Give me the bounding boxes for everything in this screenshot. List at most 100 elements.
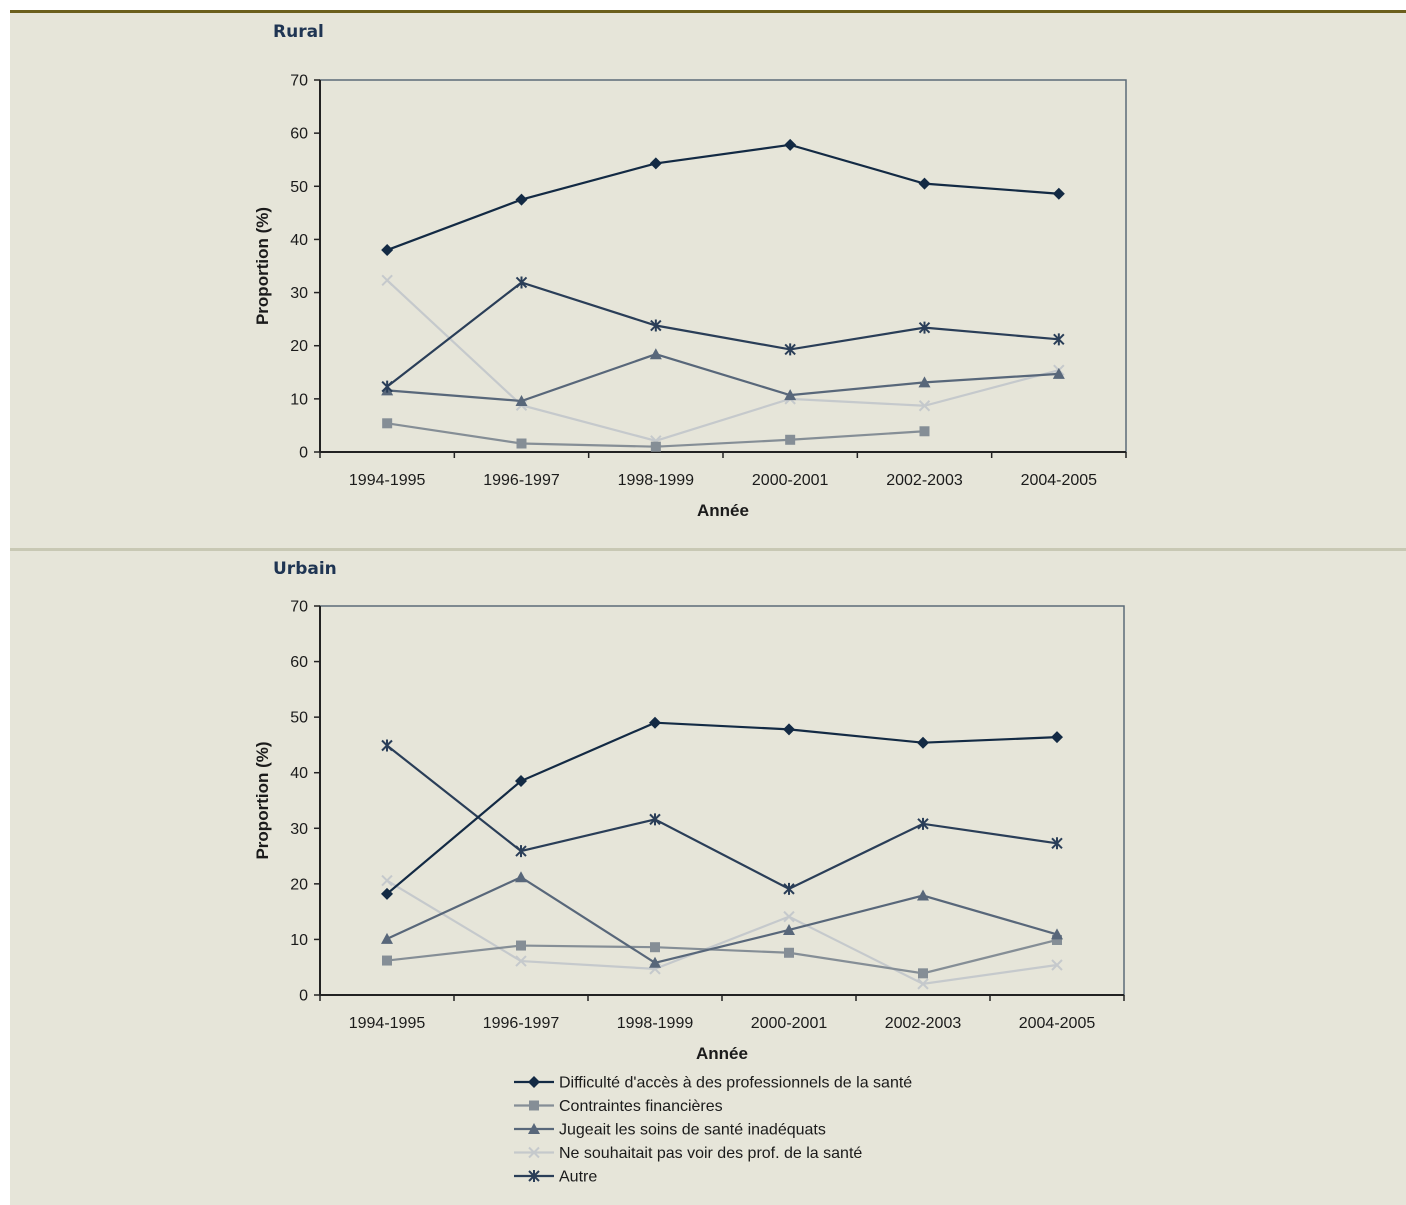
rural-series-contraintes xyxy=(382,418,930,452)
legend-marker-contraintes xyxy=(529,1100,539,1111)
rural-x-tick-label: 2004-2005 xyxy=(1021,472,1098,489)
rural-y-tick-label: 20 xyxy=(290,338,308,355)
urbain-series-autre xyxy=(381,739,1063,895)
rural-line-autre xyxy=(386,281,1059,388)
top-rule xyxy=(10,10,1406,13)
rural-point-jugeait xyxy=(784,389,797,401)
legend-item: Ne souhaitait pas voir des prof. de la s… xyxy=(514,1145,862,1162)
urbain-point-autre xyxy=(1051,837,1063,850)
rural-point-contraintes xyxy=(785,434,796,445)
rural-plot-area xyxy=(319,79,1127,453)
rural-x-tick-label: 1996-1997 xyxy=(483,472,560,489)
urbain-point-contraintes xyxy=(1052,934,1062,945)
legend-item: Difficulté d'accès à des professionnels … xyxy=(514,1075,912,1092)
rural-y-tick-label: 50 xyxy=(290,179,308,196)
urbain-series-ne-souhaitait xyxy=(381,874,1063,990)
urbain-point-difficulte xyxy=(917,736,929,749)
rural-series-autre xyxy=(381,276,1065,393)
rural-y-tick-label: 60 xyxy=(290,126,308,143)
legend-label: Ne souhaitait pas voir des prof. de la s… xyxy=(559,1145,862,1162)
urbain-y-tick-label: 0 xyxy=(299,988,308,1005)
urbain-point-contraintes xyxy=(382,955,392,966)
rural-point-jugeait xyxy=(918,376,931,388)
urbain-line-ne-souhaitait xyxy=(386,879,1058,986)
urbain-y-tick-label: 70 xyxy=(290,599,308,616)
rural-point-autre xyxy=(515,276,528,289)
legend-label: Difficulté d'accès à des professionnels … xyxy=(559,1075,912,1092)
urbain-point-jugeait xyxy=(515,871,527,883)
urbain-point-autre xyxy=(381,739,393,752)
urbain-line-jugeait xyxy=(386,875,1058,964)
urbain-x-axis-title: Année xyxy=(696,1044,748,1063)
rural-line-ne-souhaitait xyxy=(386,279,1060,442)
legend-marker-autre xyxy=(528,1170,540,1182)
legend-label: Autre xyxy=(559,1169,597,1186)
rural-point-autre xyxy=(918,321,931,334)
rural-y-tick-label: 40 xyxy=(290,232,308,249)
urbain-point-ne-souhaitait xyxy=(783,910,795,923)
rural-series-difficulte xyxy=(381,138,1065,257)
rural-x-tick-label: 1994-1995 xyxy=(349,472,426,489)
urbain-point-jugeait xyxy=(917,889,929,901)
rural-point-contraintes xyxy=(650,441,661,452)
legend-item: Contraintes financières xyxy=(514,1098,723,1115)
urbain-point-contraintes xyxy=(918,968,928,979)
rural-y-axis-title: Proportion (%) xyxy=(253,207,272,325)
urbain-point-ne-souhaitait xyxy=(381,874,393,887)
rural-x-tick-label: 2000-2001 xyxy=(752,472,829,489)
urbain-point-difficulte xyxy=(1051,731,1063,744)
urbain-line-autre xyxy=(386,744,1058,891)
urbain-series-contraintes xyxy=(382,934,1062,979)
urbain-point-difficulte xyxy=(381,887,393,900)
urbain-line-contraintes xyxy=(386,938,1058,975)
urbain-point-autre xyxy=(917,817,929,830)
rural-point-autre xyxy=(650,319,662,332)
urbain-x-tick-label: 1998-1999 xyxy=(617,1015,694,1032)
rural-point-ne-souhaitait xyxy=(918,400,931,412)
rural-point-difficulte xyxy=(381,244,394,257)
rural-point-difficulte xyxy=(515,193,528,206)
urbain-y-tick-label: 40 xyxy=(290,765,308,782)
urbain-point-jugeait xyxy=(783,923,795,935)
rural-y-tick-label: 30 xyxy=(290,285,308,302)
rural-series-jugeait xyxy=(381,348,1065,406)
rural-point-autre xyxy=(381,380,393,393)
panel-divider xyxy=(10,548,1406,551)
rural-x-axis-title: Année xyxy=(697,501,749,520)
urbain-point-contraintes xyxy=(650,942,660,953)
rural-point-difficulte xyxy=(784,138,797,151)
rural-x-tick-label: 1998-1999 xyxy=(618,472,695,489)
rural-y-tick-label: 70 xyxy=(290,73,308,90)
urbain-plot-area xyxy=(319,605,1125,996)
legend: Difficulté d'accès à des professionnels … xyxy=(514,1075,912,1186)
rural-point-autre xyxy=(1053,333,1065,346)
urbain-y-tick-label: 20 xyxy=(290,876,308,893)
urbain-x-tick-label: 1994-1995 xyxy=(349,1015,426,1032)
rural-line-jugeait xyxy=(387,353,1059,403)
urbain-y-tick-label: 50 xyxy=(290,710,308,727)
urbain-point-difficulte xyxy=(515,775,527,788)
rural-point-ne-souhaitait xyxy=(381,274,393,287)
legend-item: Autre xyxy=(514,1169,597,1186)
rural-point-contraintes xyxy=(382,418,393,429)
rural-series-ne-souhaitait xyxy=(381,274,1065,447)
rural-point-jugeait xyxy=(515,394,528,406)
urbain-line-chart: 0 10 20 30 40 50 60 70 1994-1995 1996-1997 1998-19… xyxy=(253,599,1125,1063)
urbain-panel-title: Urbain xyxy=(273,559,337,579)
urbain-x-tick-label: 2000-2001 xyxy=(751,1015,828,1032)
rural-line-difficulte xyxy=(386,143,1059,252)
rural-line-chart: 0 10 20 30 40 50 60 70 1994-1995 1996-1997 1998-19… xyxy=(253,73,1127,520)
figure-panel: Rural Urbain xyxy=(10,10,1406,1205)
urbain-point-difficulte xyxy=(649,716,661,729)
rural-panel-title: Rural xyxy=(273,22,324,42)
legend-label: Jugeait les soins de santé inadéquats xyxy=(559,1122,826,1139)
urbain-point-ne-souhaitait xyxy=(917,978,929,990)
urbain-point-jugeait xyxy=(1051,928,1063,940)
urbain-series-jugeait xyxy=(381,871,1063,968)
urbain-y-axis-title: Proportion (%) xyxy=(253,741,272,859)
urbain-y-tick-label: 60 xyxy=(290,654,308,671)
legend-item: Jugeait les soins de santé inadéquats xyxy=(514,1122,826,1139)
urbain-point-ne-souhaitait xyxy=(1051,959,1063,971)
rural-x-tick-label: 2002-2003 xyxy=(886,472,963,489)
